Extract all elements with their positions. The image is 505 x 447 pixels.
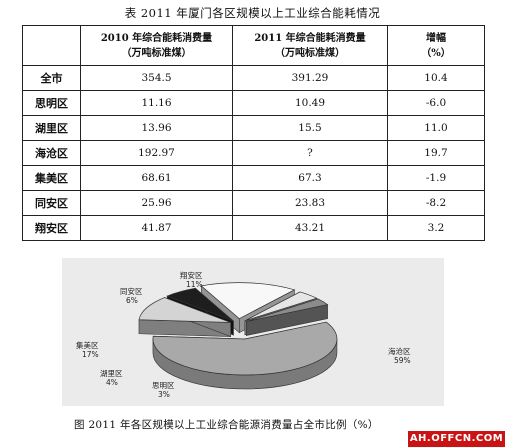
value-2010-cell: 354.5 (80, 65, 233, 91)
energy-table: 2010 年综合能耗消费量 （万吨标准煤） 2011 年综合能耗消费量 （万吨标… (22, 25, 485, 241)
value-2010-cell: 11.16 (80, 90, 233, 116)
table-row: 海沧区 192.97 ? 19.7 (22, 140, 485, 166)
value-2011-cell: 67.3 (232, 165, 388, 191)
header-cell-region (22, 25, 81, 66)
pie-slice-0 (152, 321, 338, 376)
slice-label: 海沧区 (388, 346, 411, 356)
region-cell: 湖里区 (22, 115, 81, 141)
header-2011-line2: （万吨标准煤） (275, 47, 345, 59)
region-cell: 思明区 (22, 90, 81, 116)
value-2011-cell: 43.21 (232, 215, 388, 241)
region-cell: 集美区 (22, 165, 81, 191)
header-2010-line1: 2010 年综合能耗消费量 (100, 32, 213, 44)
pie-slice-1 (138, 297, 231, 323)
value-2011-cell: 10.49 (232, 90, 388, 116)
header-2010-line2: （万吨标准煤） (121, 47, 192, 59)
figure-caption: 图 2011 年各区规模以上工业综合能源消费量占全市比例（%） (74, 419, 379, 431)
growth-cell: 19.7 (387, 140, 485, 166)
slice-value-label: 4% (106, 378, 118, 387)
pie-slice-2 (166, 287, 234, 322)
growth-cell: -1.9 (387, 165, 485, 191)
table-row: 翔安区 41.87 43.21 3.2 (22, 215, 485, 241)
pie-slice-5 (246, 298, 329, 322)
growth-cell: 3.2 (387, 215, 485, 241)
region-cell: 海沧区 (22, 140, 81, 166)
value-2011-cell: 15.5 (232, 115, 388, 141)
watermark-logo: AH.OFFCN.COM (408, 431, 505, 447)
value-2010-cell: 13.96 (80, 115, 233, 141)
region-cell: 全市 (22, 65, 81, 91)
value-2011-cell: 391.29 (232, 65, 388, 91)
header-cell-2010: 2010 年综合能耗消费量 （万吨标准煤） (80, 25, 233, 66)
region-cell: 同安区 (22, 190, 81, 216)
slice-value-label: 3% (158, 390, 170, 399)
pie-chart-panel: 海沧区 59% 翔安区 11% 同安区 6% 集美区 17% 湖里区 4% 思明区 3% (62, 258, 444, 406)
header-2011-line1: 2011 年综合能耗消费量 (254, 32, 366, 44)
header-growth-line1: 增幅 (426, 32, 446, 44)
slice-label: 翔安区 (180, 270, 203, 280)
region-cell: 翔安区 (22, 215, 81, 241)
pie-slice-4 (244, 291, 318, 322)
table-row: 集美区 68.61 67.3 -1.9 (22, 165, 485, 191)
value-2011-cell: ? (232, 140, 388, 166)
header-cell-2011: 2011 年综合能耗消费量 （万吨标准煤） (232, 25, 388, 66)
slice-label: 同安区 (120, 286, 143, 296)
value-2011-cell: 23.83 (232, 190, 388, 216)
value-2010-cell: 41.87 (80, 215, 233, 241)
slice-value-label: 11% (186, 280, 203, 289)
slice-label: 集美区 (76, 340, 99, 350)
slice-label: 思明区 (152, 381, 175, 390)
pie-slice-3 (200, 282, 296, 320)
slice-value-label: 6% (126, 296, 138, 305)
table-row: 同安区 25.96 23.83 -8.2 (22, 190, 485, 216)
header-cell-growth: 增幅 （%） (387, 25, 485, 66)
table-header-row: 2010 年综合能耗消费量 （万吨标准煤） 2011 年综合能耗消费量 （万吨标… (22, 25, 485, 66)
table-title: 表 2011 年厦门各区规模以上工业综合能耗情况 (124, 6, 381, 20)
slice-value-label: 59% (394, 356, 411, 365)
growth-cell: 10.4 (387, 65, 485, 91)
value-2010-cell: 192.97 (80, 140, 233, 166)
growth-cell: -6.0 (387, 90, 485, 116)
slice-label: 湖里区 (100, 369, 123, 378)
value-2010-cell: 25.96 (80, 190, 233, 216)
slice-value-label: 17% (82, 350, 99, 359)
growth-cell: -8.2 (387, 190, 485, 216)
value-2010-cell: 68.61 (80, 165, 233, 191)
table-row: 湖里区 13.96 15.5 11.0 (22, 115, 485, 141)
header-growth-line2: （%） (421, 47, 451, 59)
table-row: 思明区 11.16 10.49 -6.0 (22, 90, 485, 116)
growth-cell: 11.0 (387, 115, 485, 141)
table-row: 全市 354.5 391.29 10.4 (22, 65, 485, 91)
